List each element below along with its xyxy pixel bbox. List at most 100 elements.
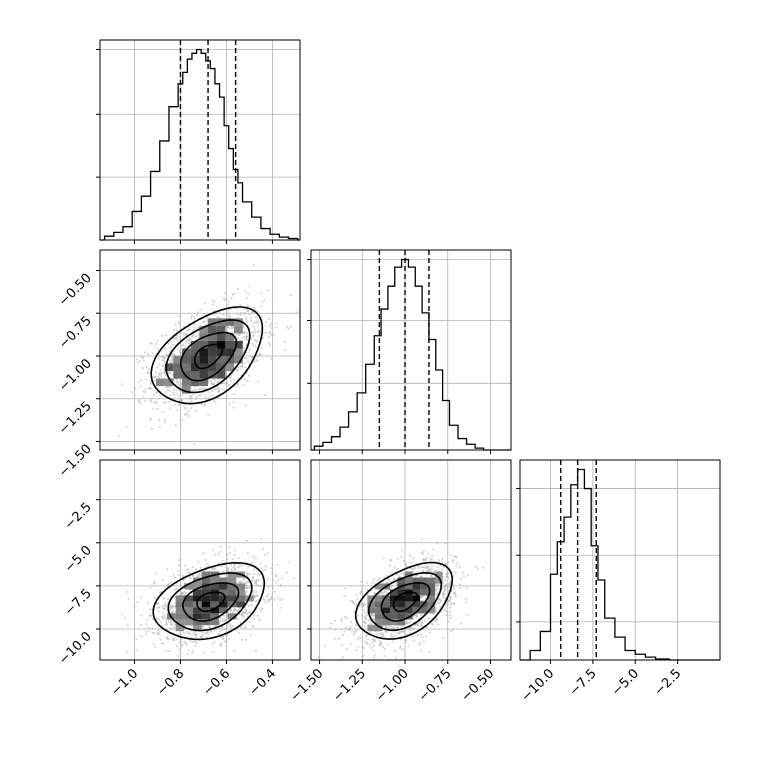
- scatter-point: [172, 337, 175, 341]
- scatter-point: [135, 638, 138, 641]
- density-cell: [201, 583, 211, 590]
- scatter-point: [414, 614, 417, 617]
- scatter-point: [267, 599, 270, 602]
- scatter-point: [151, 617, 154, 621]
- scatter-point: [162, 617, 165, 621]
- scatter-point: [165, 334, 168, 337]
- scatter-point: [246, 304, 249, 307]
- scatter-point: [452, 555, 456, 558]
- scatter-point: [172, 573, 175, 576]
- scatter-point: [248, 610, 252, 614]
- scatter-point: [287, 327, 290, 330]
- scatter-point: [221, 382, 225, 385]
- scatter-point: [256, 594, 259, 597]
- scatter-point: [249, 337, 253, 340]
- scatter-point: [199, 566, 202, 570]
- scatter-point: [430, 567, 433, 571]
- scatter-point: [243, 361, 246, 365]
- scatter-point: [195, 314, 199, 317]
- scatter-point: [186, 652, 189, 656]
- scatter-point: [229, 551, 232, 554]
- scatter-point: [179, 638, 183, 641]
- scatter-point: [380, 590, 383, 594]
- scatter-point: [369, 613, 373, 616]
- scatter-point: [191, 651, 194, 654]
- scatter-point: [402, 630, 405, 633]
- scatter-point: [252, 568, 256, 571]
- density-cell: [184, 583, 194, 590]
- scatter-point: [254, 580, 258, 583]
- scatter-point: [422, 640, 425, 643]
- scatter-point: [196, 311, 199, 314]
- scatter-point: [157, 629, 160, 632]
- scatter-point: [156, 602, 159, 605]
- scatter-point: [369, 631, 372, 634]
- scatter-point: [213, 313, 216, 316]
- scatter-point: [361, 646, 364, 649]
- scatter-point: [185, 569, 188, 572]
- scatter-point: [255, 590, 258, 593]
- scatter-point: [175, 378, 178, 381]
- scatter-point: [362, 608, 365, 612]
- scatter-point: [242, 611, 245, 614]
- scatter-point: [162, 607, 165, 610]
- scatter-point: [435, 617, 438, 620]
- scatter-point: [441, 561, 444, 564]
- density-cell: [236, 595, 246, 602]
- scatter-point: [177, 559, 181, 562]
- scatter-point: [177, 403, 180, 407]
- scatter-point: [225, 619, 228, 622]
- scatter-point: [158, 419, 161, 422]
- scatter-point: [403, 574, 406, 577]
- scatter-p0-p2-contour: [167, 572, 253, 632]
- scatter-point: [372, 649, 375, 652]
- scatter-point: [243, 311, 246, 315]
- scatter-point: [359, 591, 362, 594]
- density-cell: [199, 355, 209, 364]
- scatter-point: [144, 387, 147, 390]
- scatter-point: [152, 407, 155, 410]
- scatter-point: [158, 610, 161, 613]
- scatter-point: [223, 640, 226, 643]
- scatter-point: [239, 304, 242, 307]
- scatter-point: [240, 638, 243, 641]
- scatter-point: [439, 564, 442, 567]
- scatter-point: [449, 581, 452, 584]
- scatter-point: [225, 329, 229, 333]
- density-cell: [216, 363, 226, 372]
- scatter-p0-p2-contour: [196, 591, 226, 613]
- scatter-point: [238, 334, 241, 337]
- scatter-point: [333, 619, 337, 622]
- scatter-point: [389, 635, 393, 638]
- scatter-point: [202, 651, 206, 654]
- scatter-point: [383, 654, 386, 658]
- scatter-point: [161, 334, 164, 337]
- density-cell: [201, 607, 211, 614]
- scatter-point: [245, 539, 248, 542]
- density-cell: [190, 363, 200, 372]
- scatter-point: [389, 564, 392, 567]
- scatter-point: [267, 342, 270, 345]
- scatter-point: [213, 640, 216, 644]
- density-cell: [225, 348, 235, 356]
- scatter-point: [279, 606, 282, 610]
- scatter-point: [341, 633, 344, 637]
- scatter-point: [248, 349, 252, 352]
- scatter-point: [135, 648, 138, 652]
- scatter-point: [248, 586, 251, 589]
- scatter-point: [157, 633, 160, 636]
- scatter-point: [171, 637, 174, 640]
- scatter-point: [233, 549, 236, 552]
- scatter-point: [382, 634, 385, 638]
- scatter-point: [455, 565, 458, 568]
- density-cell: [190, 371, 200, 379]
- density-cell: [210, 601, 220, 608]
- scatter-point: [454, 595, 457, 598]
- scatter-point: [451, 560, 455, 563]
- scatter-point: [242, 335, 245, 338]
- scatter-point: [201, 625, 204, 628]
- scatter-point: [364, 603, 367, 607]
- scatter-point: [458, 566, 461, 569]
- scatter-point: [236, 610, 239, 613]
- scatter-point: [430, 565, 434, 568]
